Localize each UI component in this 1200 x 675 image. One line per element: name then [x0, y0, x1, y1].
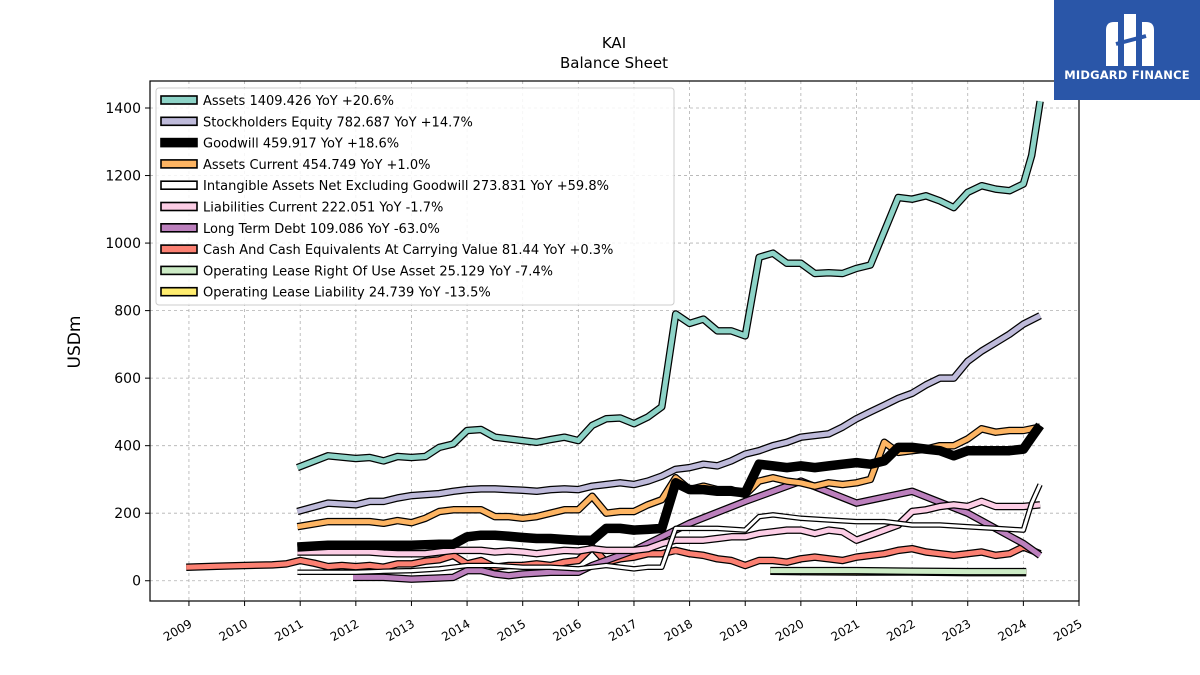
series-operating-lease-right-of-use-asset: [770, 566, 1027, 576]
legend-label: Liabilities Current 222.051 YoY -1.7%: [203, 201, 443, 216]
y-tick-label: 400: [114, 439, 141, 455]
legend-item: Stockholders Equity 782.687 YoY +14.7%: [160, 115, 473, 130]
x-tick-label: 2021: [829, 617, 862, 644]
x-tick-label: 2023: [940, 617, 973, 644]
x-tick-label: 2011: [272, 617, 305, 644]
x-tick-label: 2012: [328, 617, 361, 644]
y-tick-label: 800: [114, 304, 141, 320]
legend-label: Long Term Debt 109.086 YoY -63.0%: [203, 222, 440, 237]
legend-item: Assets Current 454.749 YoY +1.0%: [160, 158, 430, 173]
x-tick-label: 2020: [773, 617, 806, 644]
y-tick-label: 1400: [105, 101, 141, 117]
series-line: [353, 478, 1042, 582]
series-line: [297, 423, 1043, 551]
x-tick-label: 2015: [495, 617, 528, 644]
legend-box: [155, 87, 675, 306]
x-tick-label: 2016: [550, 617, 583, 644]
chart-title: KAI: [602, 34, 626, 52]
x-tick-label: 2010: [217, 617, 250, 644]
series-line: [297, 498, 1041, 557]
legend: Assets 1409.426 YoY +20.6% Stockholders E…: [155, 87, 675, 306]
legend-swatch: [160, 95, 198, 105]
series-cash-and-cash-equivalents-at-carrying-value: [186, 543, 1042, 571]
series-line: [186, 544, 1042, 570]
brand-name: MIDGARD FINANCE: [1064, 68, 1190, 82]
y-tick-label: 1200: [105, 169, 141, 185]
legend-item: Assets 1409.426 YoY +20.6%: [160, 94, 394, 109]
legend-label: Cash And Cash Equivalents At Carrying Va…: [203, 243, 613, 258]
series-line: [296, 313, 1042, 514]
series-line: [296, 100, 1043, 470]
x-tick-label: 2009: [161, 617, 194, 644]
legend-label: Goodwill 459.917 YoY +18.6%: [203, 137, 399, 152]
legend-item: Goodwill 459.917 YoY +18.6%: [160, 137, 399, 152]
plot-frame: [149, 80, 1080, 602]
chart-subtitle: Balance Sheet: [560, 54, 668, 72]
y-tick-label: 200: [114, 506, 141, 522]
y-tick-label: 0: [132, 574, 141, 590]
legend-label: Intangible Assets Net Excluding Goodwill…: [203, 179, 609, 194]
legend-item: Liabilities Current 222.051 YoY -1.7%: [160, 201, 443, 216]
y-tick-label: 1000: [105, 236, 141, 252]
legend-swatch: [160, 180, 198, 190]
legend-item: Operating Lease Right Of Use Asset 25.12…: [160, 264, 553, 279]
legend-label: Assets 1409.426 YoY +20.6%: [203, 94, 394, 109]
x-tick-label: 2022: [884, 617, 917, 644]
midgard-logo-icon: [1106, 14, 1154, 66]
series-intangible-assets-net-excluding-goodwill: [297, 483, 1043, 576]
series-liabilities-current: [297, 497, 1041, 558]
legend-swatch: [160, 286, 198, 297]
legend-swatch: [160, 159, 198, 169]
legend-swatch: [160, 116, 198, 127]
legend-label: Operating Lease Liability 24.739 YoY -13…: [203, 286, 491, 301]
x-tick-label: 2018: [662, 617, 695, 644]
legend-item: Operating Lease Liability 24.739 YoY -13…: [160, 286, 491, 301]
legend-swatch: [160, 244, 198, 254]
series-line: [297, 483, 1042, 574]
x-tick-label: 2017: [606, 617, 639, 644]
series-lines: [186, 100, 1044, 583]
legend-item: Cash And Cash Equivalents At Carrying Va…: [160, 243, 613, 258]
legend-label: Assets Current 454.749 YoY +1.0%: [203, 158, 430, 173]
legend-label: Stockholders Equity 782.687 YoY +14.7%: [203, 115, 473, 130]
legend-swatch: [160, 201, 198, 212]
x-tick-label: 2025: [1051, 617, 1084, 644]
y-axis-label: USDm: [65, 316, 85, 369]
legend-item: Intangible Assets Net Excluding Goodwill…: [160, 179, 609, 194]
legend-swatch: [160, 137, 198, 148]
legend-swatch: [160, 265, 198, 276]
legend-swatch: [160, 223, 198, 233]
series-assets: [296, 100, 1044, 472]
series-long-term-debt: [353, 477, 1043, 583]
x-tick-label: 2013: [384, 617, 417, 644]
x-tick-label: 2019: [717, 617, 750, 644]
series-goodwill: [297, 422, 1044, 552]
y-tick-label: 600: [114, 371, 141, 387]
series-stockholders-equity: [296, 312, 1042, 516]
series-line: [770, 568, 1027, 575]
x-tick-label: 2014: [439, 617, 472, 644]
legend-label: Operating Lease Right Of Use Asset 25.12…: [203, 264, 553, 279]
brand-logo: MIDGARD FINANCE: [1054, 0, 1200, 100]
legend-item: Long Term Debt 109.086 YoY -63.0%: [160, 222, 440, 237]
x-tick-label: 2024: [995, 617, 1028, 644]
